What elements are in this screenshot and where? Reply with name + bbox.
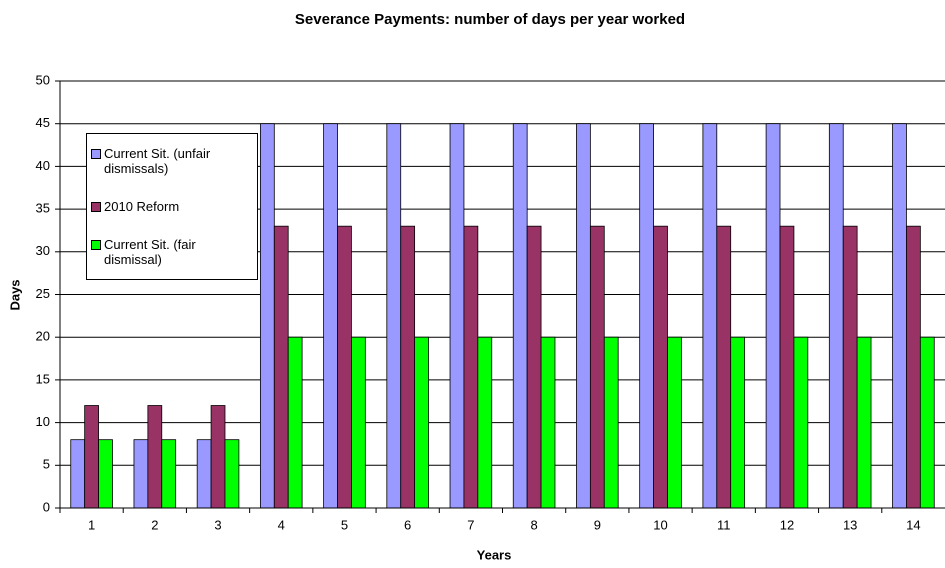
y-axis-label: Days — [7, 279, 22, 310]
x-tick-label: 11 — [717, 517, 731, 532]
y-tick-label: 10 — [36, 414, 50, 429]
y-tick-label: 50 — [36, 72, 50, 87]
bar — [793, 336, 809, 509]
bar — [196, 439, 212, 509]
bar — [287, 336, 303, 509]
x-tick-label: 4 — [278, 517, 285, 532]
y-tick-label: 35 — [36, 201, 50, 216]
x-tick-label: 12 — [780, 517, 794, 532]
x-tick-label: 14 — [906, 517, 920, 532]
bar — [449, 123, 465, 509]
x-axis-label: Years — [477, 547, 512, 562]
bar — [414, 336, 429, 509]
legend-swatch — [91, 148, 101, 159]
bar — [337, 225, 352, 509]
bar — [70, 439, 86, 509]
bar — [323, 123, 338, 509]
bar — [842, 225, 858, 509]
bar — [667, 336, 682, 509]
bar — [526, 225, 542, 509]
bar — [702, 123, 718, 509]
legend-entry: Current Sit. (unfair dismissals) — [91, 146, 253, 176]
legend: Current Sit. (unfair dismissals) 2010 Ref… — [86, 133, 258, 280]
bar — [351, 336, 366, 509]
bar — [133, 439, 149, 509]
bar — [386, 123, 402, 509]
bar — [603, 336, 619, 509]
bar — [919, 336, 935, 509]
bar — [828, 123, 844, 509]
y-tick-label: 45 — [36, 115, 50, 130]
legend-swatch — [91, 201, 101, 212]
y-tick-label: 20 — [36, 329, 50, 344]
bar — [779, 225, 795, 509]
bar — [716, 225, 732, 509]
y-tick-label: 40 — [36, 158, 50, 173]
legend-label: Current Sit. (unfair dismissals) — [104, 145, 211, 176]
bar — [463, 225, 479, 509]
bar — [765, 123, 781, 509]
bar — [576, 123, 591, 509]
bar — [147, 405, 163, 509]
bar — [512, 123, 528, 509]
bar — [84, 405, 99, 509]
x-tick-label: 6 — [404, 517, 411, 532]
bar — [589, 225, 605, 509]
bar — [653, 225, 668, 509]
x-tick-label: 2 — [151, 517, 158, 532]
x-tick-label: 10 — [653, 517, 667, 532]
y-tick-label: 15 — [36, 371, 50, 386]
y-tick-label: 25 — [36, 286, 50, 301]
x-tick-label: 1 — [88, 517, 95, 532]
x-tick-label: 5 — [341, 517, 348, 532]
bar — [856, 336, 872, 509]
bar — [400, 225, 416, 509]
chart-title: Severance Payments: number of days per y… — [295, 11, 685, 28]
bar — [477, 336, 493, 509]
x-tick-label: 7 — [467, 517, 474, 532]
y-tick-label: 5 — [43, 457, 50, 472]
x-tick-label: 13 — [843, 517, 857, 532]
bar — [224, 439, 240, 509]
bar — [273, 225, 289, 509]
legend-swatch — [91, 240, 101, 251]
bar — [639, 123, 654, 509]
legend-label: 2010 Reform — [104, 198, 180, 214]
bar — [98, 439, 113, 509]
bar — [540, 336, 556, 509]
y-tick-label: 0 — [43, 499, 50, 514]
x-tick-label: 3 — [214, 517, 221, 532]
bar — [906, 225, 921, 509]
bar — [161, 439, 177, 509]
legend-entry: Current Sit. (fair dismissal) — [91, 237, 253, 267]
bar — [730, 336, 746, 509]
bar — [259, 123, 275, 509]
x-tick-label: 9 — [594, 517, 601, 532]
x-tick-label: 8 — [530, 517, 537, 532]
bar — [892, 123, 907, 509]
legend-label: Current Sit. (fair dismissal) — [104, 237, 196, 268]
legend-entry: 2010 Reform — [91, 199, 253, 214]
y-tick-label: 30 — [36, 243, 50, 258]
bar — [210, 405, 226, 509]
